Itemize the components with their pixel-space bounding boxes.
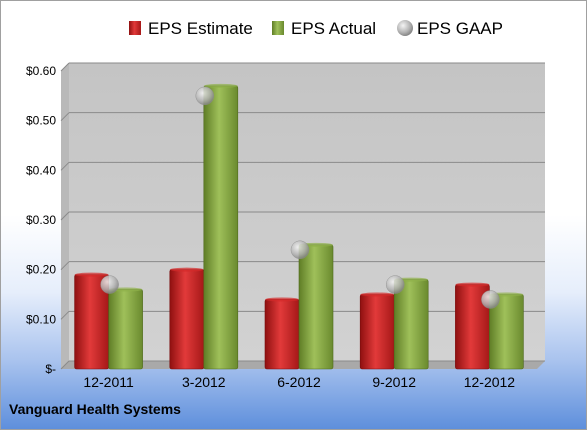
bar-top-eps-actual bbox=[203, 83, 238, 88]
gaap-markers bbox=[100, 86, 500, 309]
bar-top-eps-estimate bbox=[74, 272, 109, 277]
y-tick-label: $- bbox=[45, 362, 56, 376]
x-axis: 12-2011 3-2012 6-2012 9-2012 12-2012 bbox=[83, 374, 515, 390]
gridline-side bbox=[60, 310, 70, 320]
bar-eps-estimate bbox=[169, 269, 205, 370]
bar-top-eps-estimate bbox=[360, 292, 395, 297]
bar-eps-estimate bbox=[264, 299, 300, 370]
y-tick-label: $0.40 bbox=[26, 163, 56, 177]
bar-top-eps-estimate bbox=[455, 282, 490, 287]
bar-eps-actual bbox=[298, 244, 334, 370]
x-tick-label: 12-2012 bbox=[464, 374, 516, 390]
bar-eps-actual bbox=[203, 85, 239, 370]
x-tick-label: 3-2012 bbox=[182, 374, 226, 390]
x-tick-label: 12-2011 bbox=[83, 374, 134, 390]
gridline-side bbox=[60, 261, 70, 271]
company-name: Vanguard Health Systems bbox=[9, 401, 181, 417]
gridline-side bbox=[60, 62, 70, 72]
x-tick-label: 6-2012 bbox=[277, 374, 321, 390]
y-tick-label: $0.30 bbox=[26, 213, 56, 227]
bar-eps-estimate bbox=[359, 294, 395, 370]
bar-top-eps-estimate bbox=[265, 297, 299, 302]
gridline-side bbox=[60, 211, 70, 221]
bar-top-eps-estimate bbox=[169, 267, 204, 272]
y-tick-label: $0.10 bbox=[26, 312, 56, 326]
bar-eps-actual bbox=[108, 289, 143, 370]
legend-eps-gaap: EPS GAAP bbox=[417, 19, 503, 38]
legend-eps-estimate: EPS Estimate bbox=[148, 19, 253, 38]
legend-swatch-eps-estimate bbox=[129, 21, 141, 35]
bars bbox=[74, 83, 524, 370]
y-axis: $- $0.10 $0.20 $0.30 $0.40 $0.50 $0.60 bbox=[26, 64, 56, 376]
x-tick-label: 9-2012 bbox=[372, 374, 416, 390]
marker-eps-gaap bbox=[385, 275, 405, 294]
legend-swatch-eps-gaap bbox=[397, 20, 413, 36]
y-tick-label: $0.20 bbox=[26, 263, 56, 277]
gridline-side bbox=[60, 112, 70, 122]
marker-eps-gaap bbox=[195, 86, 215, 106]
marker-eps-gaap bbox=[290, 240, 310, 260]
marker-eps-gaap bbox=[100, 275, 119, 294]
legend-swatch-eps-actual bbox=[272, 21, 284, 35]
marker-eps-gaap bbox=[481, 290, 500, 309]
legend-eps-actual: EPS Actual bbox=[291, 19, 376, 38]
bar-eps-actual bbox=[393, 279, 429, 370]
y-tick-label: $0.60 bbox=[26, 64, 56, 78]
gridline-side bbox=[60, 161, 70, 171]
y-tick-label: $0.50 bbox=[26, 114, 56, 128]
gridline-side bbox=[60, 360, 70, 370]
legend: EPS Estimate EPS Actual EPS GAAP bbox=[129, 19, 503, 38]
